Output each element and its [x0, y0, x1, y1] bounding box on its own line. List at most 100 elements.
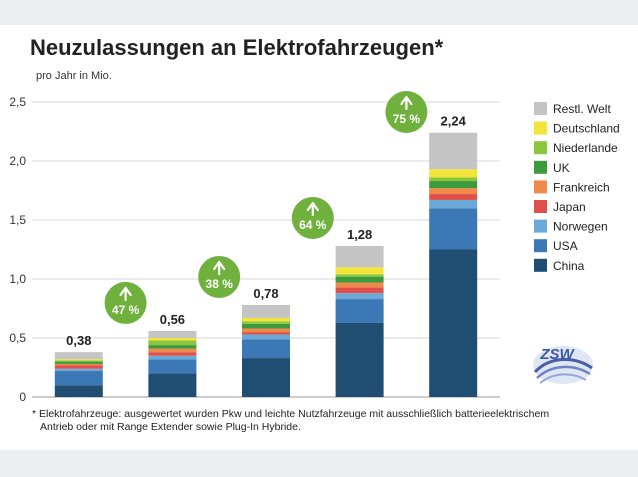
bar-segment-deutschland: [429, 169, 478, 178]
bar-segment-niederlande: [242, 321, 290, 324]
bar-segment-niederlande: [54, 360, 103, 362]
bar-segment-norwegen: [54, 368, 103, 372]
bar-segment-usa: [242, 339, 290, 359]
bar-segment-restl-welt: [54, 352, 103, 360]
legend-label: Japan: [553, 200, 586, 214]
growth-badge: [104, 281, 147, 324]
legend-label: Frankreich: [553, 180, 610, 194]
legend-label: Norwegen: [553, 220, 608, 234]
legend-label: Niederlande: [553, 141, 618, 155]
bar-total-label: 0,38: [66, 333, 91, 348]
legend-swatch: [534, 102, 547, 115]
bar-segment-uk: [242, 323, 290, 329]
bar-segment-frankreich: [54, 363, 103, 366]
bar-segment-usa: [429, 208, 478, 250]
bar-segment-deutschland: [242, 317, 290, 322]
stacked-bar-chart: pro Jahr in Mio. 0 0,5 1,0 1,5 2,0 2,5 0,38 201…: [9, 70, 620, 405]
legend-label: UK: [553, 161, 570, 175]
bar-segment-japan: [335, 287, 384, 294]
arrow-up-icon: [306, 201, 319, 217]
bar-segment-uk: [429, 181, 478, 189]
y-axis-label: pro Jahr in Mio.: [36, 70, 112, 82]
growth-badge: [385, 91, 428, 133]
legend-swatch: [534, 180, 547, 194]
bar-total-label: 0,78: [253, 286, 278, 301]
bar-segment-niederlande: [148, 340, 197, 346]
logo-text: ZSW: [539, 346, 575, 363]
bar-segment-restl-welt: [148, 330, 197, 338]
bar-segment-china: [54, 385, 103, 397]
bar-segment-norwegen: [242, 334, 290, 340]
x-tick-label: 2016: [253, 404, 280, 405]
bar-segment-norwegen: [429, 199, 478, 209]
legend-label: USA: [553, 239, 578, 253]
bar-segment-frankreich: [242, 328, 290, 333]
bar-segment-frankreich: [429, 188, 478, 195]
zsw-logo: ZSW: [533, 346, 593, 384]
growth-label: 47 %: [112, 303, 140, 317]
bar-total-label: 1,28: [347, 227, 372, 242]
bar-segment-usa: [335, 299, 384, 323]
legend-label: China: [553, 259, 585, 273]
y-tick-label: 1,5: [9, 213, 26, 227]
legend-label: Deutschland: [553, 122, 620, 136]
bar-segment-uk: [335, 276, 384, 283]
bar-total-label: 2,24: [441, 114, 467, 129]
bar-segment-usa: [148, 359, 197, 374]
bar-segment-restl-welt: [335, 245, 384, 268]
growth-label: 64 %: [299, 218, 327, 232]
x-tick-label: 2017: [346, 404, 373, 405]
bar-segment-deutschland: [335, 267, 384, 275]
bar-segment-china: [242, 358, 290, 397]
bar-segment-uk: [148, 345, 197, 349]
bar-segment-usa: [54, 371, 103, 386]
legend-swatch: [534, 121, 547, 135]
legend-swatch: [534, 219, 547, 233]
footnote: * Elektrofahrzeuge: ausgewertet wurden P…: [32, 408, 592, 434]
y-tick-label: 1,0: [9, 272, 26, 286]
arrow-up-icon: [119, 286, 132, 302]
bar-segment-norwegen: [335, 293, 384, 300]
x-tick-label: 2014: [65, 404, 92, 405]
y-tick-label: 0: [19, 390, 26, 404]
bar-segment-niederlande: [335, 274, 384, 277]
bar-segment-china: [335, 322, 384, 397]
bar-segment-china: [148, 373, 197, 397]
x-tick-label: 2018: [440, 404, 467, 405]
legend-swatch: [534, 141, 547, 155]
x-tick-label: 2015: [159, 404, 186, 405]
growth-badge: [198, 255, 241, 298]
footnote-line-1: * Elektrofahrzeuge: ausgewertet wurden P…: [32, 408, 550, 420]
bar-segment-japan: [54, 365, 103, 369]
y-tick-label: 2,5: [9, 95, 26, 109]
bar-segment-restl-welt: [242, 304, 290, 318]
bar-segment-japan: [242, 332, 290, 335]
arrow-up-icon: [400, 95, 413, 111]
bar-segment-deutschland: [54, 359, 103, 361]
bar-segment-frankreich: [335, 282, 384, 288]
y-tick-label: 0,5: [9, 331, 26, 345]
legend-swatch: [534, 200, 547, 213]
bar-segment-japan: [148, 352, 197, 356]
bar-segment-frankreich: [148, 348, 197, 353]
bar-total-label: 0,56: [160, 312, 185, 327]
bar-segment-deutschland: [148, 338, 197, 341]
legend-swatch: [534, 258, 547, 272]
bar-segment-china: [429, 249, 478, 397]
bar-segment-norwegen: [148, 355, 197, 360]
growth-label: 38 %: [206, 277, 234, 291]
growth-label: 75 %: [393, 112, 421, 126]
legend-swatch: [534, 160, 547, 174]
legend-label: Restl. Welt: [553, 102, 611, 116]
bar-segment-japan: [429, 194, 478, 200]
arrow-up-icon: [213, 260, 226, 276]
legend-swatch: [534, 239, 547, 253]
bar-segment-uk: [54, 361, 103, 364]
bar-segment-niederlande: [429, 177, 478, 182]
footnote-line-2: Antrieb oder mit Range Extender sowie Pl…: [40, 421, 301, 433]
bar-segment-restl-welt: [429, 132, 478, 170]
growth-badge: [291, 196, 334, 239]
y-tick-label: 2,0: [9, 154, 26, 168]
chart-title: Neuzulassungen an Elektrofahrzeugen*: [30, 35, 444, 60]
chart-card: Neuzulassungen an Elektrofahrzeugen* pro…: [0, 25, 638, 450]
